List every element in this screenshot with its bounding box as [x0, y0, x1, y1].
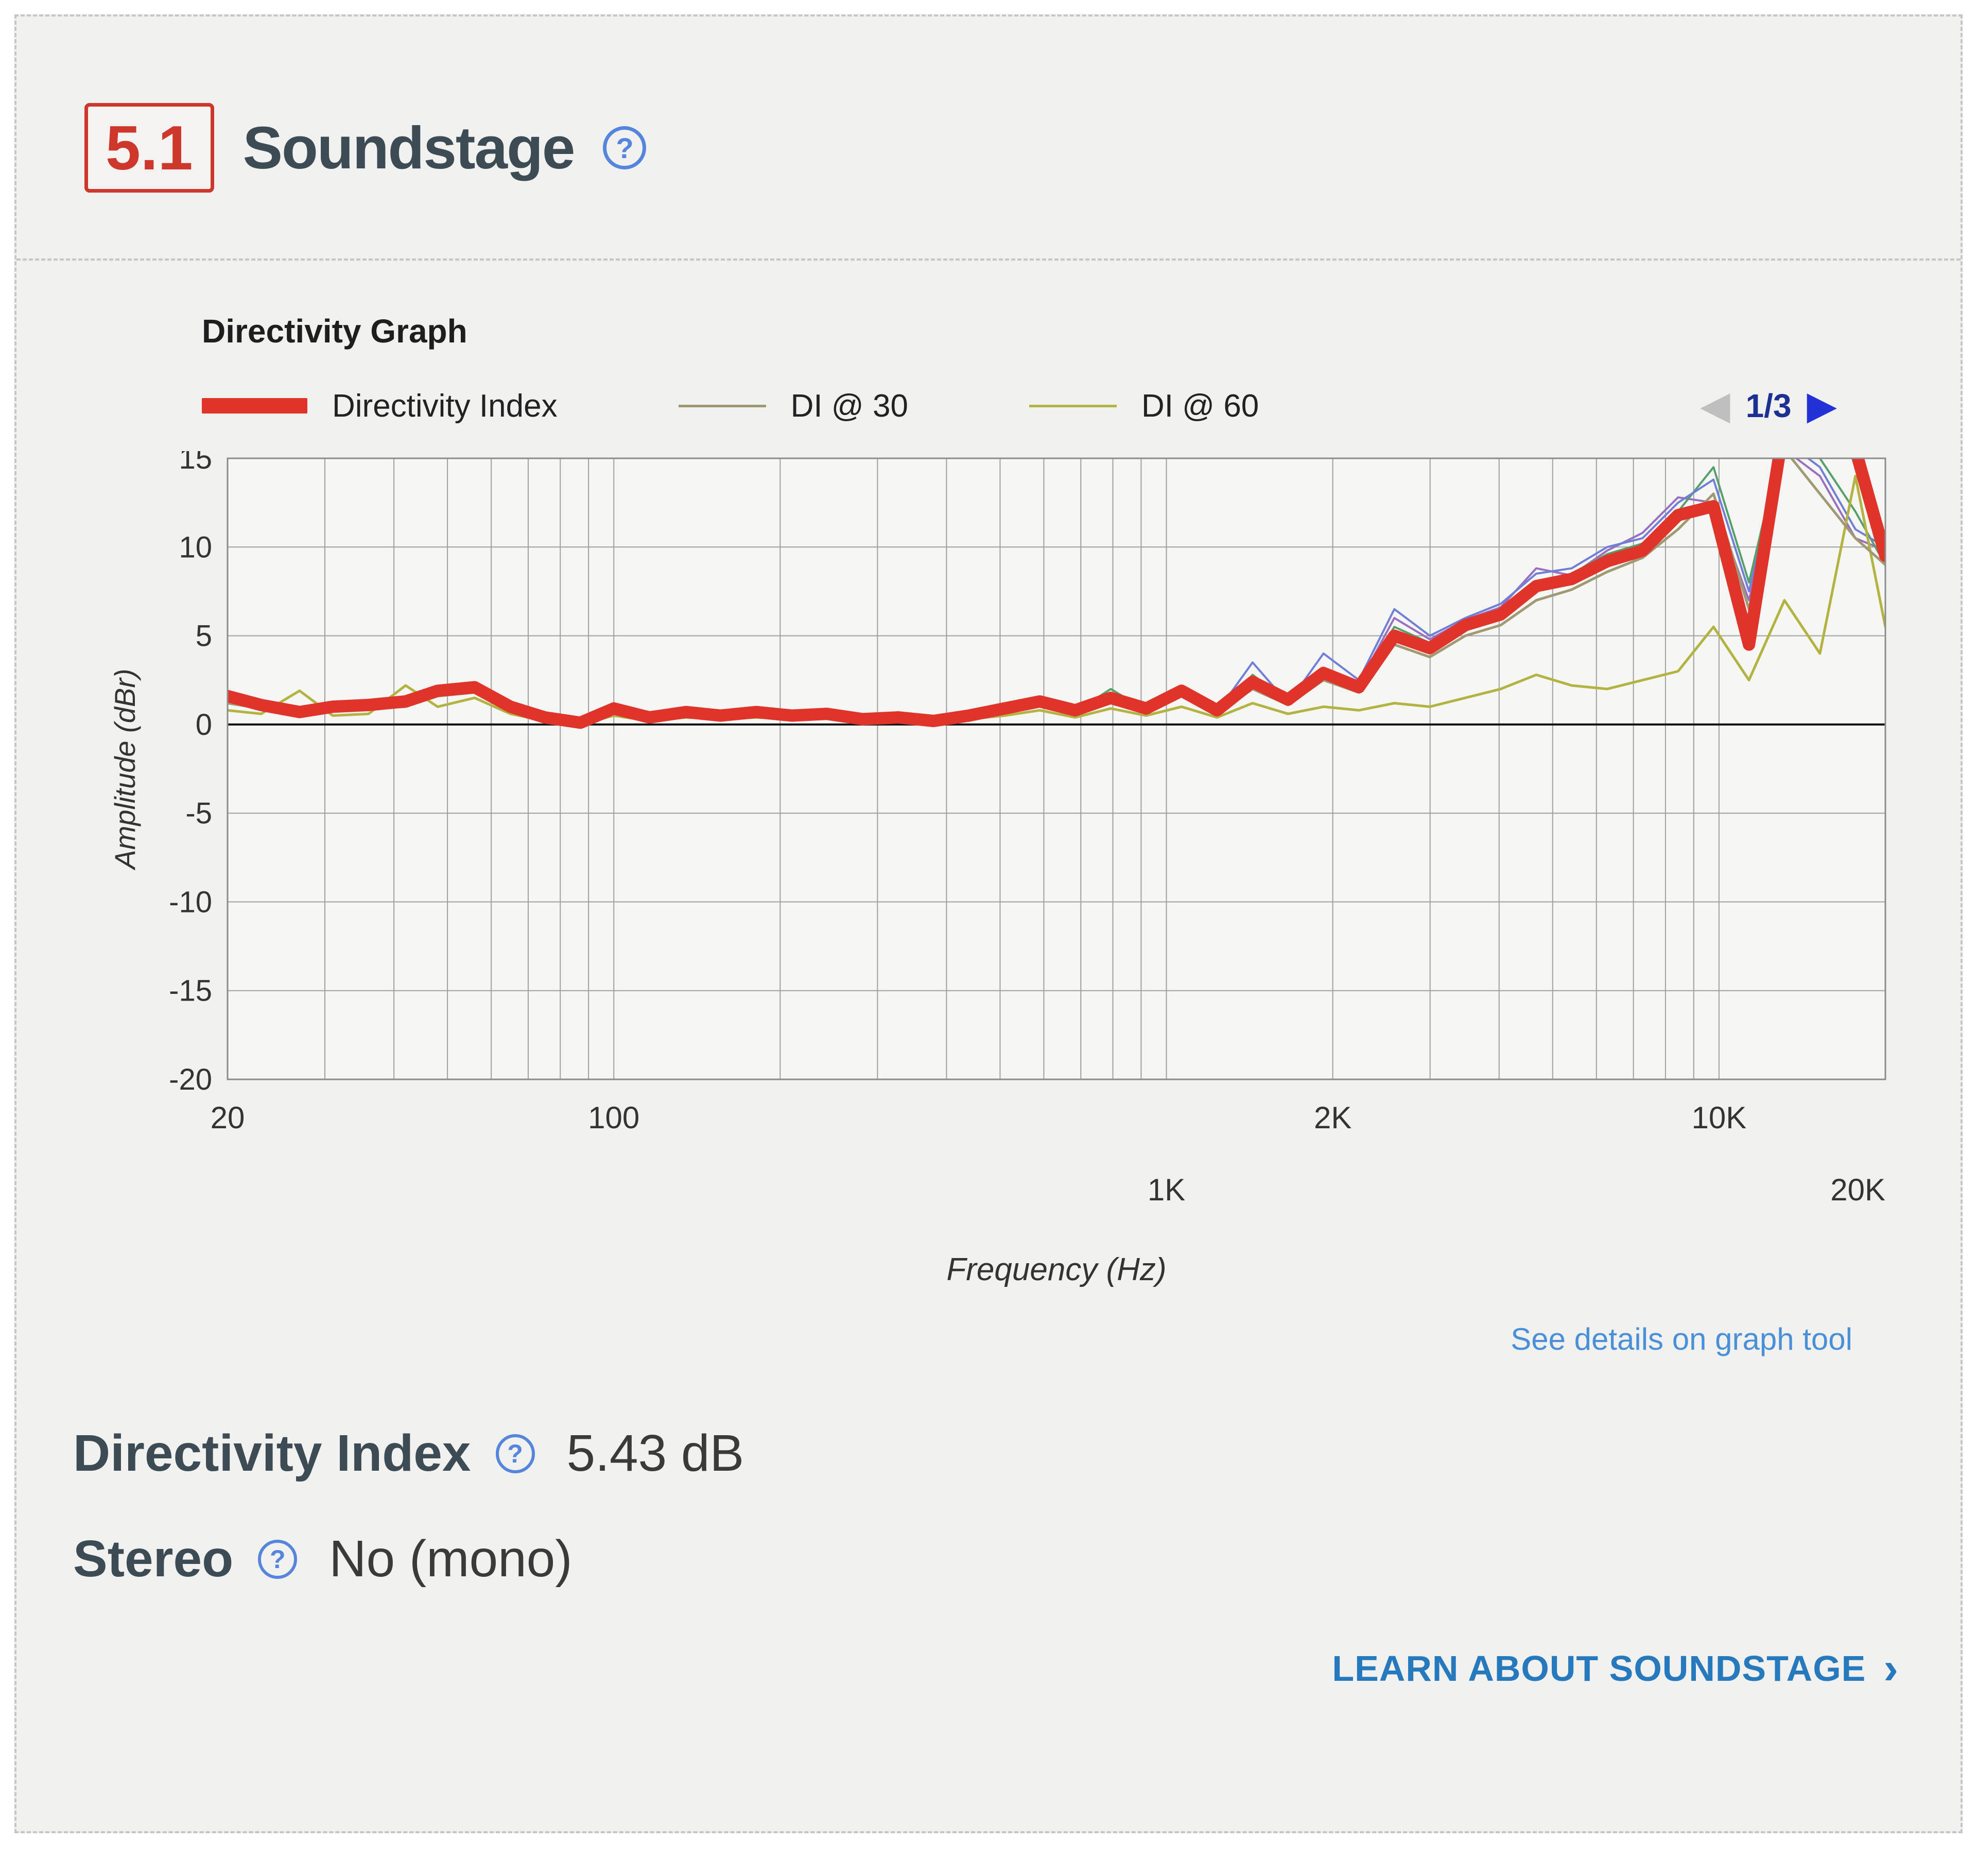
page-title: Soundstage: [242, 114, 576, 181]
svg-text:0: 0: [196, 708, 212, 742]
legend-row: Directivity Index DI @ 30 DI @ 60 ◀ 1/3 ▶: [202, 386, 1837, 425]
legend-label: DI @ 30: [790, 388, 908, 424]
stereo-help-icon[interactable]: ?: [258, 1539, 298, 1579]
soundstage-section-card: 5.1 Soundstage ? Directivity Graph Direc…: [14, 14, 1963, 1833]
svg-text:100: 100: [588, 1100, 639, 1135]
section-header: 5.1 Soundstage ?: [16, 16, 1961, 259]
chart-wrap: 15 10 5 0 -5 -10 -15 -20 20 100 2K 10K 1K 20K Frequenc…: [94, 451, 1930, 1301]
svg-text:Amplitude (dBr): Amplitude (dBr): [109, 668, 141, 870]
legend-label: DI @ 60: [1141, 388, 1259, 424]
spec-row-directivity-index: Directivity Index ? 5.43 dB: [73, 1424, 1961, 1483]
legend-items: Directivity Index DI @ 30 DI @ 60: [202, 388, 1700, 424]
svg-text:10K: 10K: [1692, 1100, 1747, 1135]
spec-label: Stereo: [73, 1530, 234, 1588]
page-indicator: 1/3: [1745, 387, 1792, 424]
legend-swatch-0: [202, 398, 307, 414]
spec-row-stereo: Stereo ? No (mono): [73, 1529, 1961, 1589]
legend-item[interactable]: Directivity Index: [202, 388, 558, 424]
graph-title: Directivity Graph: [202, 313, 467, 350]
legend-swatch-2: [1029, 404, 1117, 407]
directivity-graph-widget: Directivity Graph Directivity Index DI @ …: [16, 259, 1961, 1357]
directivity-index-help-icon[interactable]: ?: [495, 1434, 535, 1473]
svg-text:-20: -20: [169, 1063, 212, 1096]
svg-text:10: 10: [179, 530, 212, 564]
legend-item[interactable]: DI @ 30: [678, 388, 908, 424]
svg-text:2K: 2K: [1314, 1100, 1351, 1135]
legend-swatch-1: [678, 404, 766, 407]
see-details-link[interactable]: See details on graph tool: [1511, 1322, 1852, 1356]
chevron-right-icon: ›: [1883, 1643, 1899, 1693]
spec-label: Directivity Index: [73, 1424, 471, 1482]
svg-text:20: 20: [211, 1100, 245, 1135]
svg-text:20K: 20K: [1830, 1173, 1885, 1207]
section-number-badge: 5.1: [84, 102, 214, 193]
svg-text:-5: -5: [185, 797, 212, 830]
svg-text:Frequency (Hz): Frequency (Hz): [946, 1252, 1166, 1287]
soundstage-help-icon[interactable]: ?: [603, 126, 647, 169]
directivity-chart[interactable]: 15 10 5 0 -5 -10 -15 -20 20 100 2K 10K 1K 20K Frequenc…: [94, 451, 1927, 1301]
spec-value: No (mono): [329, 1530, 573, 1588]
graph-pager: ◀ 1/3 ▶: [1700, 386, 1837, 425]
svg-text:-10: -10: [169, 885, 212, 919]
legend-item[interactable]: DI @ 60: [1029, 388, 1259, 424]
next-page-icon[interactable]: ▶: [1807, 384, 1837, 427]
svg-text:-15: -15: [169, 974, 212, 1008]
legend-label: Directivity Index: [332, 388, 558, 424]
svg-text:5: 5: [196, 619, 212, 653]
svg-text:15: 15: [179, 451, 212, 475]
svg-text:1K: 1K: [1148, 1173, 1185, 1207]
spec-value: 5.43 dB: [566, 1424, 744, 1482]
learn-about-soundstage-link[interactable]: LEARN ABOUT SOUNDSTAGE ›: [16, 1643, 1899, 1693]
prev-page-icon[interactable]: ◀: [1700, 384, 1730, 427]
learn-link-label: LEARN ABOUT SOUNDSTAGE: [1332, 1648, 1866, 1689]
